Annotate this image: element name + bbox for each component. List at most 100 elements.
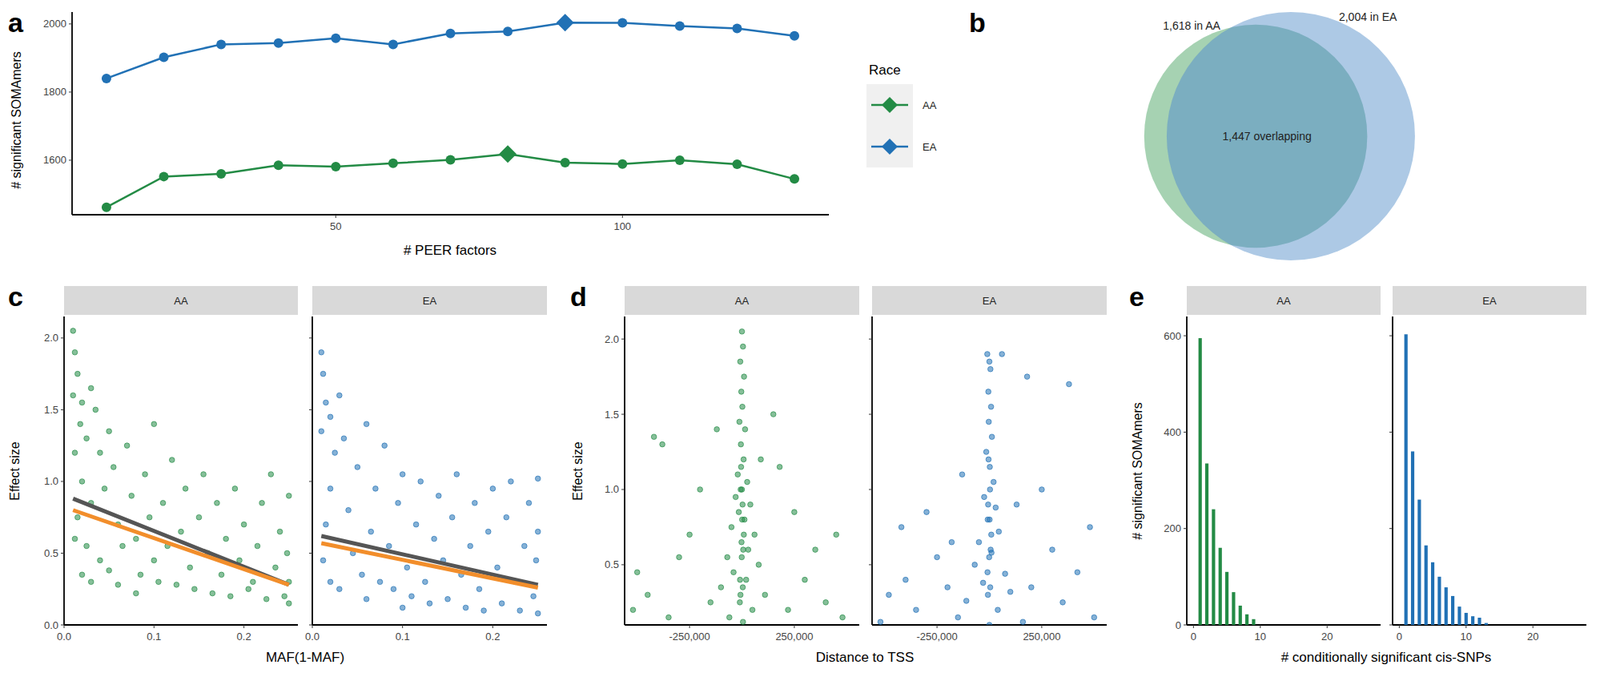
bar xyxy=(1225,571,1229,625)
point xyxy=(285,493,292,499)
point xyxy=(498,600,505,607)
point xyxy=(232,486,238,492)
point xyxy=(70,328,77,334)
point xyxy=(373,486,379,492)
point xyxy=(534,528,541,535)
point xyxy=(955,614,961,620)
bar xyxy=(1218,547,1223,625)
facet-strip xyxy=(312,285,547,315)
point xyxy=(984,569,991,575)
point xyxy=(959,471,965,478)
point xyxy=(980,579,986,586)
point xyxy=(985,389,992,395)
point xyxy=(634,569,640,575)
point xyxy=(976,538,982,545)
point xyxy=(227,593,234,599)
y-tick xyxy=(1389,431,1393,433)
fit-line xyxy=(321,542,538,588)
point xyxy=(494,564,501,571)
point xyxy=(988,531,995,538)
point xyxy=(972,562,978,568)
point xyxy=(146,514,153,520)
point xyxy=(739,403,746,410)
point xyxy=(718,584,724,591)
panel-letter: c xyxy=(8,281,24,312)
point xyxy=(983,449,989,455)
point xyxy=(268,471,274,478)
point xyxy=(666,614,672,620)
venn-circle xyxy=(1166,12,1416,261)
point xyxy=(739,538,745,545)
bar xyxy=(1198,337,1203,625)
x-tick xyxy=(312,624,314,628)
y-tick xyxy=(68,23,73,25)
bar xyxy=(1484,623,1488,625)
point-marker xyxy=(330,33,341,44)
y-axis-label: Effect size xyxy=(570,441,585,501)
point xyxy=(714,426,720,433)
point xyxy=(534,610,541,616)
point xyxy=(987,464,993,471)
point xyxy=(747,501,754,507)
y-tick-label: 1.0 xyxy=(604,482,620,495)
x-tick-label: 250,000 xyxy=(775,630,813,643)
facet-strip xyxy=(64,285,298,315)
y-tick xyxy=(60,552,65,554)
bar xyxy=(1424,545,1428,625)
point xyxy=(201,471,207,478)
bar xyxy=(1231,591,1235,625)
point xyxy=(740,546,747,553)
plot-area xyxy=(877,351,1097,625)
legend-label: EA xyxy=(922,140,937,153)
x-tick xyxy=(243,624,245,628)
point-marker xyxy=(159,171,169,181)
point xyxy=(124,442,130,449)
point xyxy=(472,499,479,506)
x-tick-label: 20 xyxy=(1321,630,1333,643)
point xyxy=(676,554,683,560)
point xyxy=(963,598,969,604)
x-tick xyxy=(689,624,691,628)
point xyxy=(785,607,792,613)
point xyxy=(651,434,657,440)
x-tick-label: 50 xyxy=(329,220,342,233)
point xyxy=(981,494,988,500)
point xyxy=(737,576,744,583)
panel-d: Distance to TSSEffect sizeAA0.51.01.52.0… xyxy=(570,285,1107,665)
facet-strip xyxy=(872,285,1107,315)
point xyxy=(323,521,330,527)
bar xyxy=(1251,619,1255,625)
point xyxy=(739,328,745,334)
facet: EA0.00.10.2 xyxy=(305,285,547,643)
point xyxy=(168,457,175,463)
point xyxy=(399,471,406,478)
point-marker xyxy=(617,18,628,29)
series-line xyxy=(106,153,795,207)
y-tick xyxy=(621,414,625,415)
venn-overlap xyxy=(1166,12,1416,261)
point xyxy=(812,546,819,553)
bar xyxy=(1457,606,1461,625)
y-tick xyxy=(60,624,65,626)
y-axis-line xyxy=(311,316,314,625)
x-tick-label: 0.2 xyxy=(485,630,500,643)
point xyxy=(738,486,744,493)
point xyxy=(697,486,704,493)
point xyxy=(481,607,487,614)
point xyxy=(337,586,343,592)
point xyxy=(467,542,474,549)
y-tick-label: 1.5 xyxy=(604,408,620,421)
panel-letter: e xyxy=(1129,281,1145,312)
point-marker xyxy=(446,28,456,39)
point xyxy=(133,535,140,542)
facet: AA0.00.51.01.52.00.00.10.2 xyxy=(44,285,298,643)
y-tick xyxy=(621,563,625,565)
x-tick-label: 10 xyxy=(1254,630,1267,643)
point xyxy=(986,516,993,523)
plot-area xyxy=(1404,333,1488,625)
figure: 16001800200050100# PEER factors# signifi… xyxy=(0,0,1600,681)
point xyxy=(924,509,930,515)
point-marker xyxy=(789,173,800,184)
x-tick xyxy=(793,624,795,628)
y-tick xyxy=(309,337,313,338)
